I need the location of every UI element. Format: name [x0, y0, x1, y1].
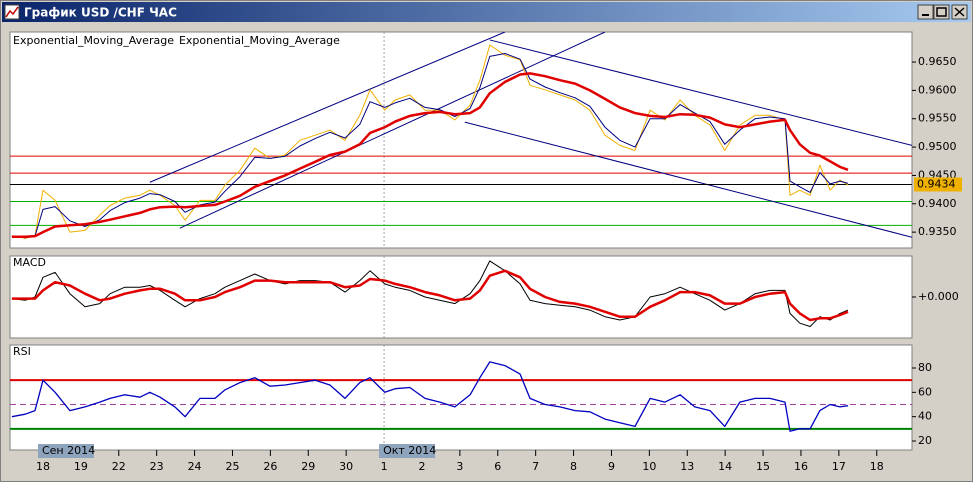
- x-tick-label: 25: [225, 460, 239, 473]
- month-box: [379, 444, 436, 458]
- panel: [9, 31, 913, 249]
- x-tick-label: 24: [188, 460, 202, 473]
- series-line: [11, 260, 849, 327]
- minimize-button[interactable]: [917, 4, 934, 20]
- trend-line: [489, 39, 912, 146]
- x-tick-label: 17: [832, 460, 846, 473]
- y-tick-label: 0.9400: [918, 197, 957, 210]
- y-tick-label: 0.9650: [918, 55, 957, 68]
- maximize-button[interactable]: [933, 4, 950, 20]
- plot-area: [10, 32, 912, 248]
- app-icon-graph: [5, 6, 19, 18]
- legend-entry: Exponential_Moving_Average: [179, 34, 340, 47]
- y-tick-label: +0.000: [918, 290, 959, 303]
- month-label: Окт 2014: [383, 444, 436, 457]
- trend-line: [149, 32, 506, 183]
- panel: [9, 344, 913, 451]
- title-bar: [2, 2, 971, 22]
- y-tick-label: 0.9550: [918, 112, 957, 125]
- x-tick-label: 10: [642, 460, 656, 473]
- y-tick-label: 80: [918, 361, 932, 374]
- trend-line: [464, 121, 912, 238]
- last-price-box: [914, 177, 962, 192]
- y-tick-label: 40: [918, 410, 932, 423]
- panel-title: MACD: [13, 256, 46, 269]
- series-line: [11, 269, 849, 322]
- x-tick-label: 30: [339, 460, 353, 473]
- y-tick-label: 60: [918, 385, 932, 398]
- x-tick-label: 9: [608, 460, 615, 473]
- x-tick-label: 19: [74, 460, 88, 473]
- y-tick-label: 0.9500: [918, 140, 957, 153]
- x-tick-label: 7: [532, 460, 539, 473]
- x-tick-label: 1: [381, 460, 388, 473]
- x-tick-label: 22: [112, 460, 126, 473]
- x-tick-label: 13: [680, 460, 694, 473]
- month-label: Сен 2014: [42, 444, 95, 457]
- plot-area: [10, 345, 912, 450]
- legend-entry: Exponential_Moving_Average: [13, 34, 174, 47]
- panel-title: RSI: [13, 345, 31, 358]
- x-tick-label: 2: [418, 460, 425, 473]
- x-tick-label: 26: [263, 460, 277, 473]
- window-title: График USD /CHF ЧАС: [24, 6, 177, 20]
- x-tick-label: 18: [870, 460, 884, 473]
- y-tick-label: 0.9350: [918, 225, 957, 238]
- x-tick-label: 14: [718, 460, 732, 473]
- series-line: [11, 72, 849, 238]
- y-tick-label: 0.9600: [918, 83, 957, 96]
- x-tick-label: 29: [301, 460, 315, 473]
- x-tick-label: 8: [570, 460, 577, 473]
- x-tick-label: 6: [494, 460, 501, 473]
- x-tick-label: 3: [456, 460, 463, 473]
- x-tick-label: 23: [150, 460, 164, 473]
- last-price-label: 0.9434: [917, 178, 956, 191]
- month-box: [37, 444, 94, 458]
- series-line: [11, 53, 849, 239]
- trend-line: [179, 32, 606, 229]
- y-tick-label: 20: [918, 434, 932, 447]
- panel: [9, 255, 913, 339]
- x-tick-label: 15: [756, 460, 770, 473]
- close-button[interactable]: [951, 4, 968, 20]
- x-tick-label: 16: [794, 460, 808, 473]
- series-line: [11, 361, 849, 432]
- plot-area: [11, 256, 849, 338]
- x-tick-label: 18: [36, 460, 50, 473]
